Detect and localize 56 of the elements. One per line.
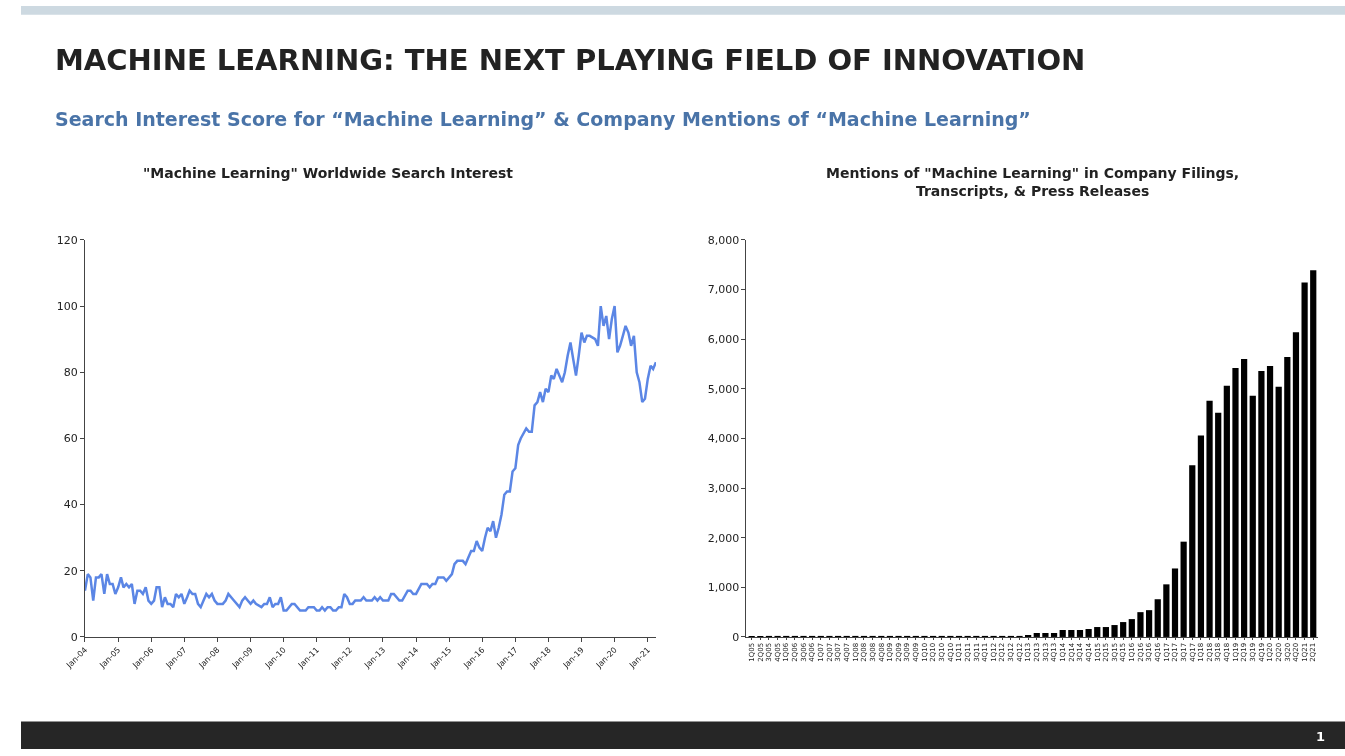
y-tick-label: 20 [63, 564, 78, 578]
y-tick-label: 1,000 [707, 581, 740, 595]
bar [1137, 612, 1144, 637]
y-tick-label: 100 [56, 299, 78, 313]
bar [1292, 332, 1300, 637]
y-tick-label: 4,000 [707, 432, 740, 446]
y-tick-label: 3,000 [707, 481, 740, 495]
text: MACHINE LEARNING: THE NEXT PLAYING FIELD OF INNOVATION [55, 43, 1086, 77]
y-tick-label: 0 [732, 630, 740, 644]
bar [1059, 630, 1066, 637]
y-tick-label: 7,000 [707, 283, 740, 297]
bar [1120, 622, 1127, 637]
bar [1025, 634, 1032, 637]
bar [1111, 625, 1118, 637]
bar [1076, 630, 1084, 637]
bar [1206, 400, 1213, 637]
bar [1102, 627, 1109, 637]
text: 1 [1316, 729, 1326, 744]
bar [1275, 386, 1282, 637]
y-tick-label: 120 [56, 233, 78, 247]
bar [1241, 359, 1248, 637]
y-tick-label: 8,000 [707, 233, 740, 247]
bar [1310, 270, 1317, 637]
bar [1128, 619, 1135, 637]
text: Search Interest Score for “Machine Learning” & Company Mentions of “Machine Learning” [55, 108, 1031, 130]
bar [1050, 632, 1058, 637]
chart-title: Mentions of "Machine Learning" in Company Filings, Transcripts, & Press Releases [826, 165, 1240, 200]
bar [1068, 630, 1075, 637]
bar [1094, 627, 1101, 637]
bar [1258, 370, 1265, 637]
bar [1189, 465, 1196, 637]
bar [1163, 584, 1170, 637]
bar [1085, 629, 1092, 637]
bar [1145, 610, 1153, 637]
y-tick-label: 60 [63, 432, 78, 446]
bar [1284, 357, 1291, 637]
chart-title: "Machine Learning" Worldwide Search Interest [143, 165, 514, 181]
bar [1180, 541, 1187, 637]
y-tick-label: 0 [70, 630, 78, 644]
y-tick-label: 2,000 [707, 531, 740, 545]
bar [1266, 365, 1274, 637]
bar [1301, 282, 1308, 637]
y-tick-label: 5,000 [707, 382, 740, 396]
bar [1154, 599, 1161, 637]
y-tick-label: 6,000 [707, 333, 740, 347]
y-tick-label: 80 [63, 366, 78, 380]
bar [1215, 412, 1222, 637]
bar [1223, 385, 1230, 637]
bar [1171, 568, 1179, 637]
line-series [84, 304, 656, 612]
y-tick-label: 40 [63, 498, 78, 512]
bar [1197, 435, 1205, 637]
bar [1033, 632, 1040, 637]
bar [1042, 632, 1049, 637]
bar [1249, 395, 1256, 637]
bar [1232, 367, 1239, 637]
